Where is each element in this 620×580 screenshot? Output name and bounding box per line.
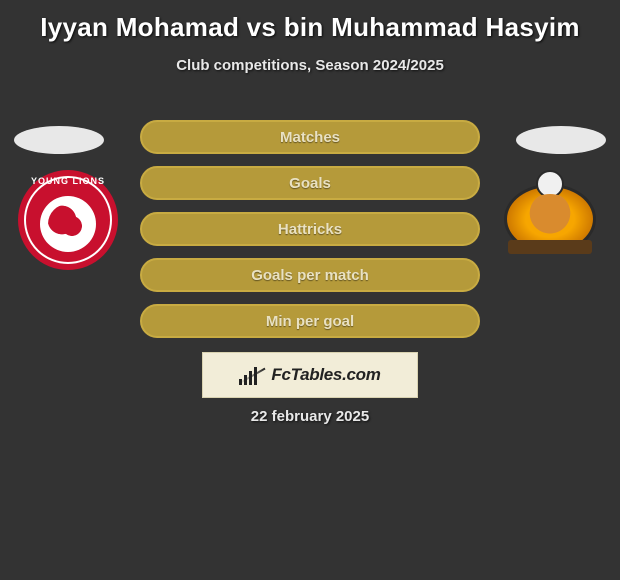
stat-pill-mpg: Min per goal [140,304,480,338]
hougang-crest [498,164,602,268]
versus-title: Iyyan Mohamad vs bin Muhammad Hasyim [0,0,620,43]
footer-date: 22 february 2025 [0,408,620,425]
stat-label: Goals per match [251,267,369,284]
stat-pill-matches: Matches [140,120,480,154]
lion-icon [40,196,96,252]
watermark[interactable]: FcTables.com [202,352,418,398]
cheetah-icon [522,194,578,242]
player-oval-left [14,126,104,154]
stat-label: Goals [289,175,331,192]
watermark-text: FcTables.com [271,365,380,385]
club-logo-left: YOUNG LIONS [18,170,118,270]
player-oval-right [516,126,606,154]
season-subtitle: Club competitions, Season 2024/2025 [0,57,620,74]
stat-list: Matches Goals Hattricks Goals per match … [140,120,480,350]
stat-label: Hattricks [278,221,342,238]
stat-label: Matches [280,129,340,146]
club-logo-right [498,164,602,268]
young-lions-crest: YOUNG LIONS [18,170,118,270]
stat-pill-gpm: Goals per match [140,258,480,292]
stat-label: Min per goal [266,313,354,330]
crest-text: YOUNG LIONS [18,176,118,186]
crest-banner [508,240,592,254]
stat-pill-goals: Goals [140,166,480,200]
stat-pill-hattricks: Hattricks [140,212,480,246]
comparison-card: Iyyan Mohamad vs bin Muhammad Hasyim Clu… [0,0,620,580]
fctables-icon [239,365,265,385]
